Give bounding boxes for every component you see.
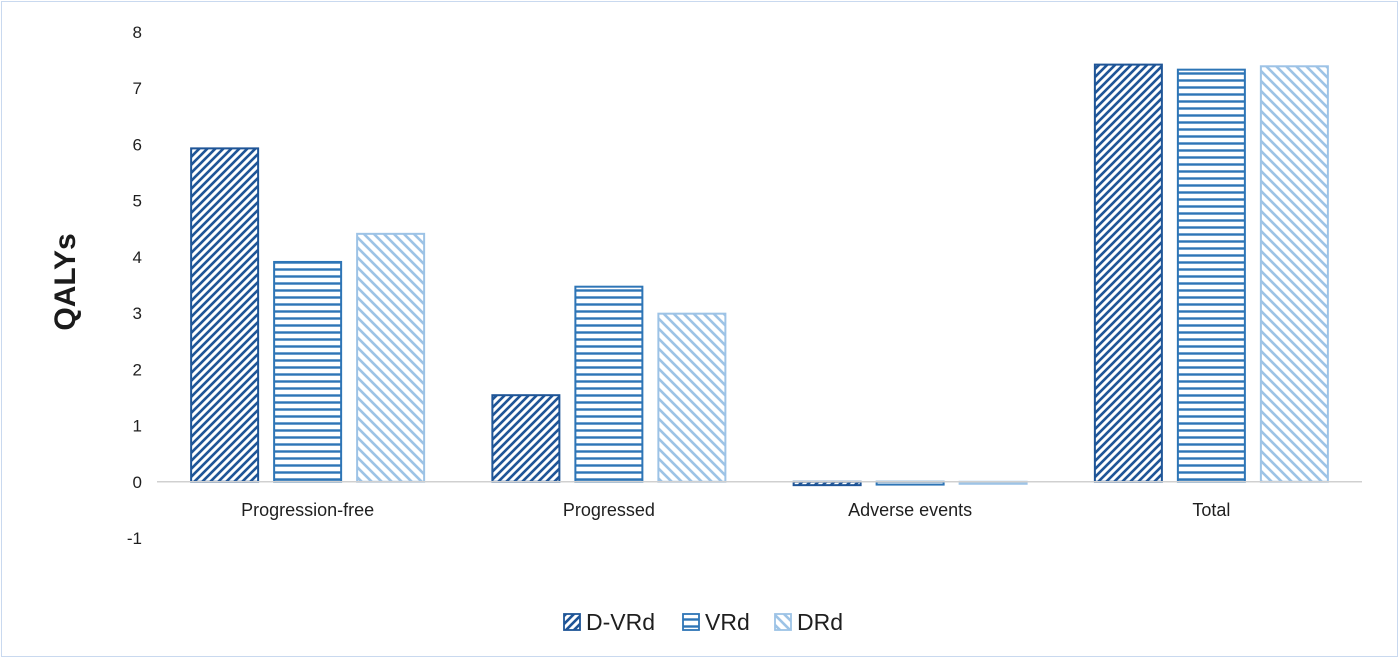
legend-swatch (682, 613, 700, 631)
bars (190, 63, 1329, 487)
x-axis-labels: Progression-free Progressed Adverse events… (241, 500, 1230, 520)
bar-vrd-progression-free (273, 260, 343, 483)
y-tick-label: 7 (133, 79, 142, 98)
y-tick-label: 1 (133, 417, 142, 436)
legend-swatch (774, 613, 792, 631)
legend-swatch (563, 613, 581, 631)
bar-d-vrd-progression-free (190, 147, 260, 483)
y-axis-title: QALYs (49, 233, 82, 330)
y-tick-label: 5 (133, 192, 142, 211)
legend-label: VRd (705, 609, 750, 635)
y-tick-label: 0 (133, 473, 142, 492)
y-tick-label: -1 (127, 529, 142, 548)
y-tick-label: 6 (133, 135, 142, 154)
bar-d-vrd-total (1093, 63, 1163, 483)
legend-label: DRd (797, 609, 843, 635)
y-tick-label: 4 (133, 248, 142, 267)
legend: D-VRd VRd DRd (563, 609, 843, 635)
bar-vrd-total (1176, 68, 1246, 483)
x-category-label: Progressed (563, 500, 655, 520)
legend-item-vrd: VRd (682, 609, 750, 635)
y-tick-label: 2 (133, 360, 142, 379)
bar-drd-total (1259, 65, 1329, 483)
legend-item-drd: DRd (774, 609, 843, 635)
legend-label: D-VRd (586, 609, 655, 635)
x-category-label: Total (1192, 500, 1230, 520)
y-tick-label: 3 (133, 304, 142, 323)
x-category-label: Adverse events (848, 500, 972, 520)
bar-drd-progression-free (356, 232, 426, 483)
bar-vrd-progressed (574, 285, 644, 483)
bar-d-vrd-progressed (491, 394, 561, 483)
legend-item-d-vrd: D-VRd (563, 609, 655, 635)
y-tick-label: 8 (133, 23, 142, 42)
y-axis-ticks: -1 0 1 2 3 4 5 6 7 8 (127, 23, 142, 548)
bar-drd-progressed (657, 312, 727, 483)
x-category-label: Progression-free (241, 500, 374, 520)
